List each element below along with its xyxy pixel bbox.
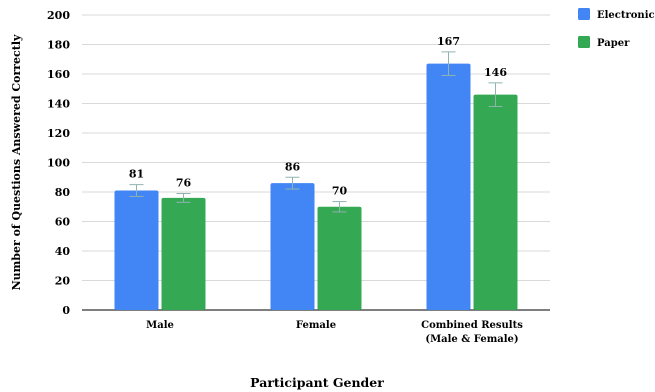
bar-paper-2 [473,94,518,311]
error-bar [129,184,144,197]
data-label: 70 [332,185,348,198]
legend: Electronic Paper [578,8,655,49]
bar-electronic-1 [270,183,315,310]
y-tick-label: 0 [62,304,70,317]
data-label: 146 [484,66,507,79]
bar-paper-1 [317,206,362,310]
gridlines [82,14,550,311]
y-tick-label: 140 [47,98,70,111]
legend-item-paper: Paper [578,36,630,49]
x-tick-label: Female [296,320,336,331]
error-bar [332,201,347,213]
labels: 81 76 86 70 167 146 [129,35,507,198]
bar-electronic-2 [426,63,471,310]
bar-electronic-0 [114,190,159,310]
y-tick-label: 40 [55,245,71,258]
y-tick-label: 200 [47,9,70,22]
axes: 0 20 40 60 80 100 120 140 160 180 200 Male Female Com… [10,9,523,390]
data-label: 167 [437,35,460,48]
y-axis-title: Number of Questions Answered Correctly [10,34,23,290]
legend-item-electronic: Electronic [578,8,655,21]
data-label: 86 [285,160,301,173]
y-tick-label: 60 [55,216,71,229]
x-tick-label: (Male & Female) [425,334,518,345]
legend-label: Electronic [597,10,655,21]
error-bar [176,192,191,203]
y-tick-label: 180 [47,39,70,52]
error-bar [488,82,503,107]
legend-swatch [578,36,590,48]
error-bar [285,176,300,190]
x-tick-label: Combined Results [421,320,523,331]
x-tick-label: Male [146,320,174,331]
y-tick-label: 100 [47,157,70,170]
legend-swatch [578,8,590,20]
data-label: 81 [129,168,144,181]
data-label: 76 [176,176,192,189]
y-tick-label: 80 [55,186,71,199]
y-tick-label: 120 [47,127,70,140]
legend-label: Paper [597,38,630,49]
error-bar [441,51,456,76]
bar-paper-0 [161,197,206,310]
bars [114,51,518,311]
y-tick-label: 20 [55,275,71,288]
x-axis-title: Participant Gender [250,375,384,390]
y-tick-label: 160 [47,68,70,81]
